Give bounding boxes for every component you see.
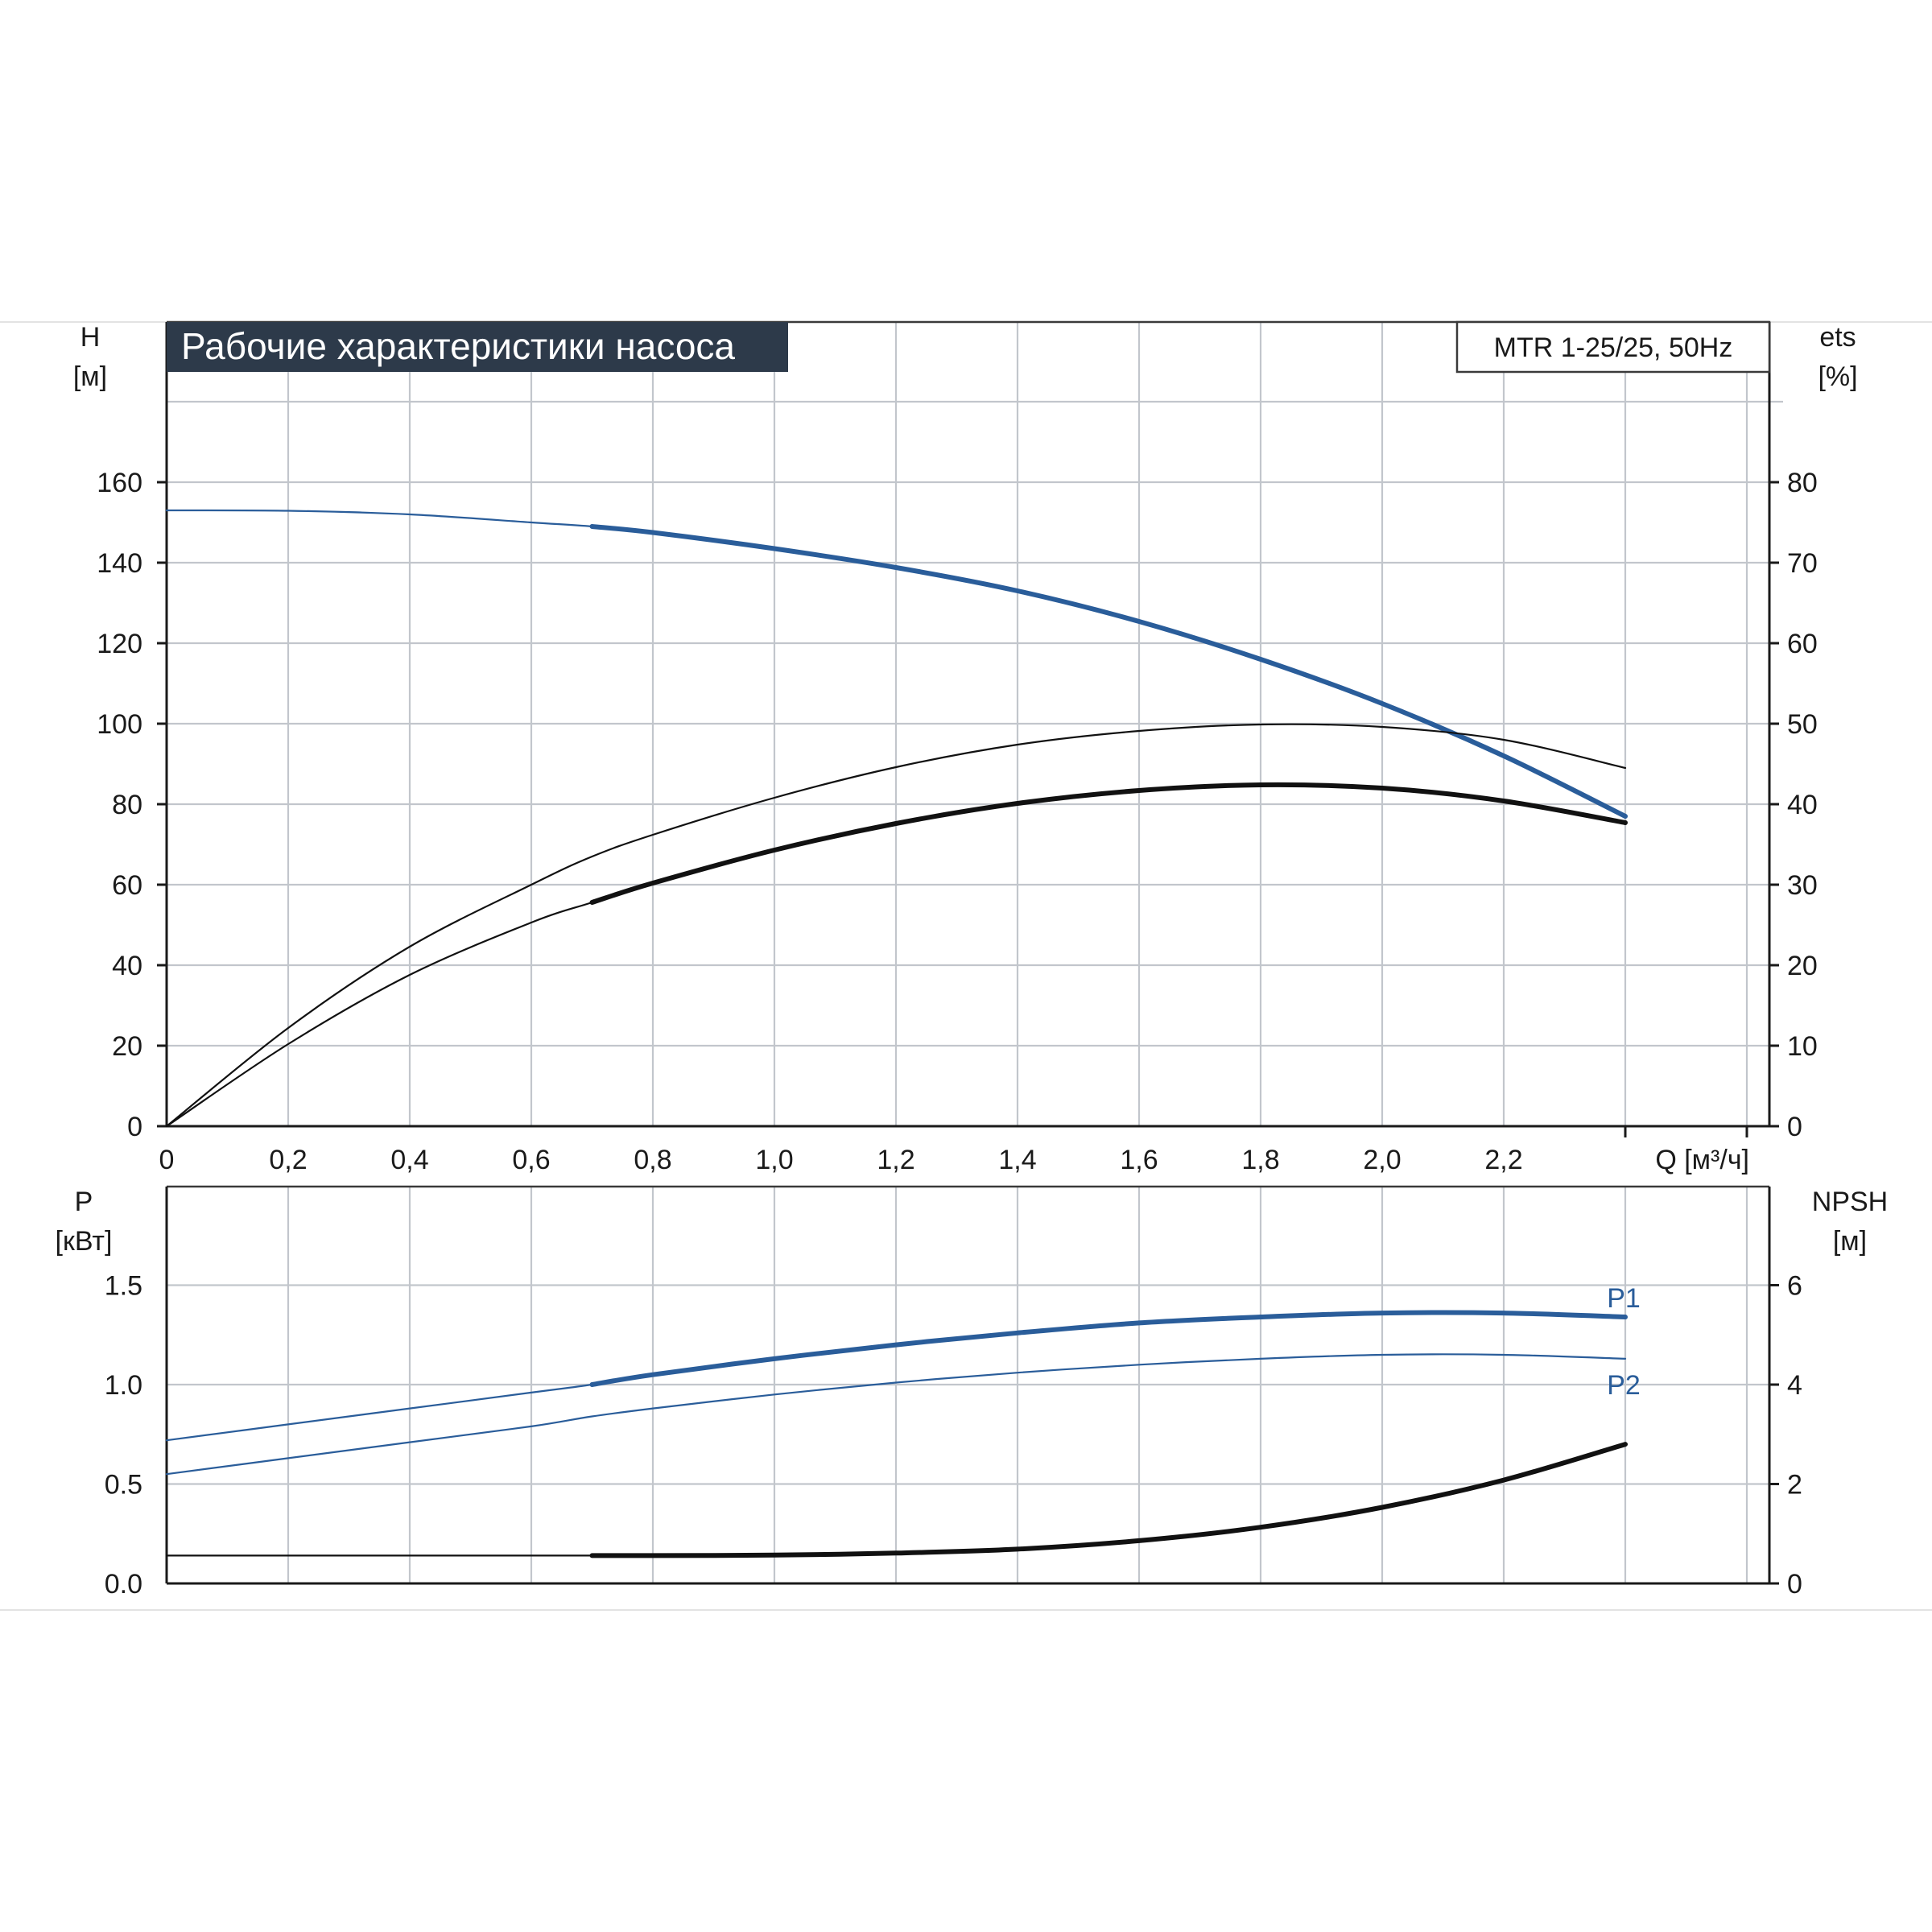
h-axis-tick-label: 80 (112, 790, 142, 820)
model-box (1455, 320, 1771, 374)
npsh-axis-symbol: NPSH (1812, 1187, 1888, 1217)
eta-axis-tick-label: 0 (1787, 1112, 1802, 1142)
h-axis-symbol: H (80, 322, 101, 353)
h-axis-unit: [м] (73, 361, 107, 392)
h-axis-tick-label: 120 (97, 629, 142, 659)
h-axis-tick-label: 60 (112, 870, 142, 901)
npsh-curve-operating-range (589, 1442, 1628, 1558)
lower-plot-grid (165, 1185, 1771, 1585)
model-label: MTR 1-25/25, 50Hz (1494, 332, 1733, 363)
p2-series-label: P2 (1607, 1370, 1641, 1401)
eta-axis-symbol: ets (1819, 322, 1856, 353)
q-axis-title: Q [м³/ч] (1655, 1145, 1749, 1175)
q-axis-tick-label: 2,2 (1484, 1145, 1522, 1175)
q-axis-tick-label: 0 (159, 1145, 175, 1175)
p-axis-tick-label: 0.5 (105, 1470, 142, 1501)
eta-axis-unit: [%] (1818, 361, 1857, 392)
h-axis-tick-label: 100 (97, 709, 142, 740)
upper-plot-grid (165, 320, 1783, 1128)
chart-title: Рабочие характеристики насоса (181, 325, 735, 367)
h-axis-tick-label: 40 (112, 951, 142, 981)
eta-axis-tick-label: 60 (1787, 629, 1818, 659)
h-axis-tick-label: 140 (97, 548, 142, 579)
lower-tick-labels: 0.0 0.5 1.0 1.5 0 2 4 6 (105, 1271, 1802, 1600)
q-axis-tick-label: 0,6 (512, 1145, 550, 1175)
p1-power-curve-operating-range (589, 1310, 1628, 1387)
q-axis-tick-label: 0,2 (269, 1145, 307, 1175)
eta-axis-tick-label: 80 (1787, 468, 1818, 498)
eta-axis-tick-label: 10 (1787, 1031, 1818, 1062)
p-axis-tick-label: 0.0 (105, 1569, 142, 1600)
p2-power-curve-thin (165, 1353, 1627, 1476)
upper-tick-labels: 0 20 40 60 80 100 120 140 160 0 10 20 30 40 50 60 70 80 0 0… (97, 468, 1818, 1175)
p-axis-symbol: P (75, 1187, 93, 1217)
q-axis-tick-label: 1,4 (998, 1145, 1036, 1175)
efficiency-curve-pump-thin (165, 723, 1627, 1128)
npsh-axis-tick-label: 4 (1787, 1370, 1802, 1401)
q-axis-tick-label: 0,8 (634, 1145, 671, 1175)
npsh-axis-tick-label: 6 (1787, 1271, 1802, 1302)
npsh-axis-tick-label: 2 (1787, 1470, 1802, 1501)
title-box (167, 322, 788, 372)
npsh-axis-unit: [м] (1833, 1226, 1867, 1257)
p-axis-tick-label: 1.5 (105, 1271, 142, 1302)
p-axis-unit: [кВт] (56, 1226, 113, 1257)
p1-series-label: P1 (1607, 1283, 1641, 1314)
q-axis-tick-label: 1,2 (877, 1145, 914, 1175)
upper-curves (165, 509, 1628, 1128)
npsh-axis-tick-label: 0 (1787, 1569, 1802, 1600)
eta-axis-tick-label: 50 (1787, 709, 1818, 740)
q-axis-tick-label: 1,0 (755, 1145, 793, 1175)
efficiency-curve-total-operating-range (589, 782, 1628, 905)
q-axis-tick-label: 1,6 (1120, 1145, 1158, 1175)
q-axis-tick-label: 0,4 (390, 1145, 428, 1175)
q-axis-tick-label: 2,0 (1363, 1145, 1401, 1175)
h-axis-tick-label: 0 (127, 1112, 142, 1142)
h-axis-tick-label: 160 (97, 468, 142, 498)
q-axis-tick-label: 1,8 (1241, 1145, 1279, 1175)
h-axis-tick-label: 20 (112, 1031, 142, 1062)
lower-curves (165, 1310, 1628, 1558)
eta-axis-tick-label: 20 (1787, 951, 1818, 981)
eta-axis-tick-label: 70 (1787, 548, 1818, 579)
head-curve-operating-range (589, 524, 1628, 819)
p-axis-tick-label: 1.0 (105, 1370, 142, 1401)
eta-axis-tick-label: 30 (1787, 870, 1818, 901)
eta-axis-tick-label: 40 (1787, 790, 1818, 820)
